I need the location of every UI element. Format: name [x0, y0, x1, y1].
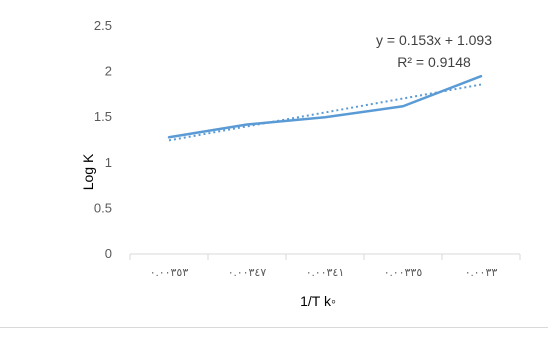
x-tick-label: ٠.٠٠٣٤٧: [228, 267, 267, 279]
trendline-r-squared: R² = 0.9148: [397, 54, 471, 70]
x-axis-ticks: ٠.٠٠٣٥٣ ٠.٠٠٣٤٧ ٠.٠٠٣٤١ ٠.٠٠٣٣٥ ٠.٠٠٣٣: [150, 267, 498, 279]
y-axis-title: Log K: [80, 153, 96, 190]
y-tick-label: 1.5: [94, 109, 112, 124]
y-tick-label: 0.5: [94, 200, 112, 215]
x-tick-label: ٠.٠٠٣٤١: [306, 267, 345, 279]
x-tick-label: ٠.٠٠٣٣٥: [384, 267, 423, 279]
y-tick-label: 0: [105, 246, 112, 261]
y-tick-label: 2: [105, 64, 112, 79]
series-line: [167, 74, 483, 139]
y-tick-label: 1: [105, 155, 112, 170]
x-axis: [129, 253, 521, 260]
y-tick-label: 2.5: [94, 18, 112, 33]
trendline-equation: y = 0.153x + 1.093: [376, 32, 492, 48]
series-group: [167, 74, 483, 139]
x-tick-label: ٠.٠٠٣٣: [465, 267, 498, 279]
x-axis-title: 1/T k◦: [300, 293, 336, 309]
y-axis-ticks: 0 0.5 1 1.5 2 2.5: [94, 18, 112, 261]
x-tick-label: ٠.٠٠٣٥٣: [150, 267, 189, 279]
bottom-divider: [0, 327, 548, 328]
